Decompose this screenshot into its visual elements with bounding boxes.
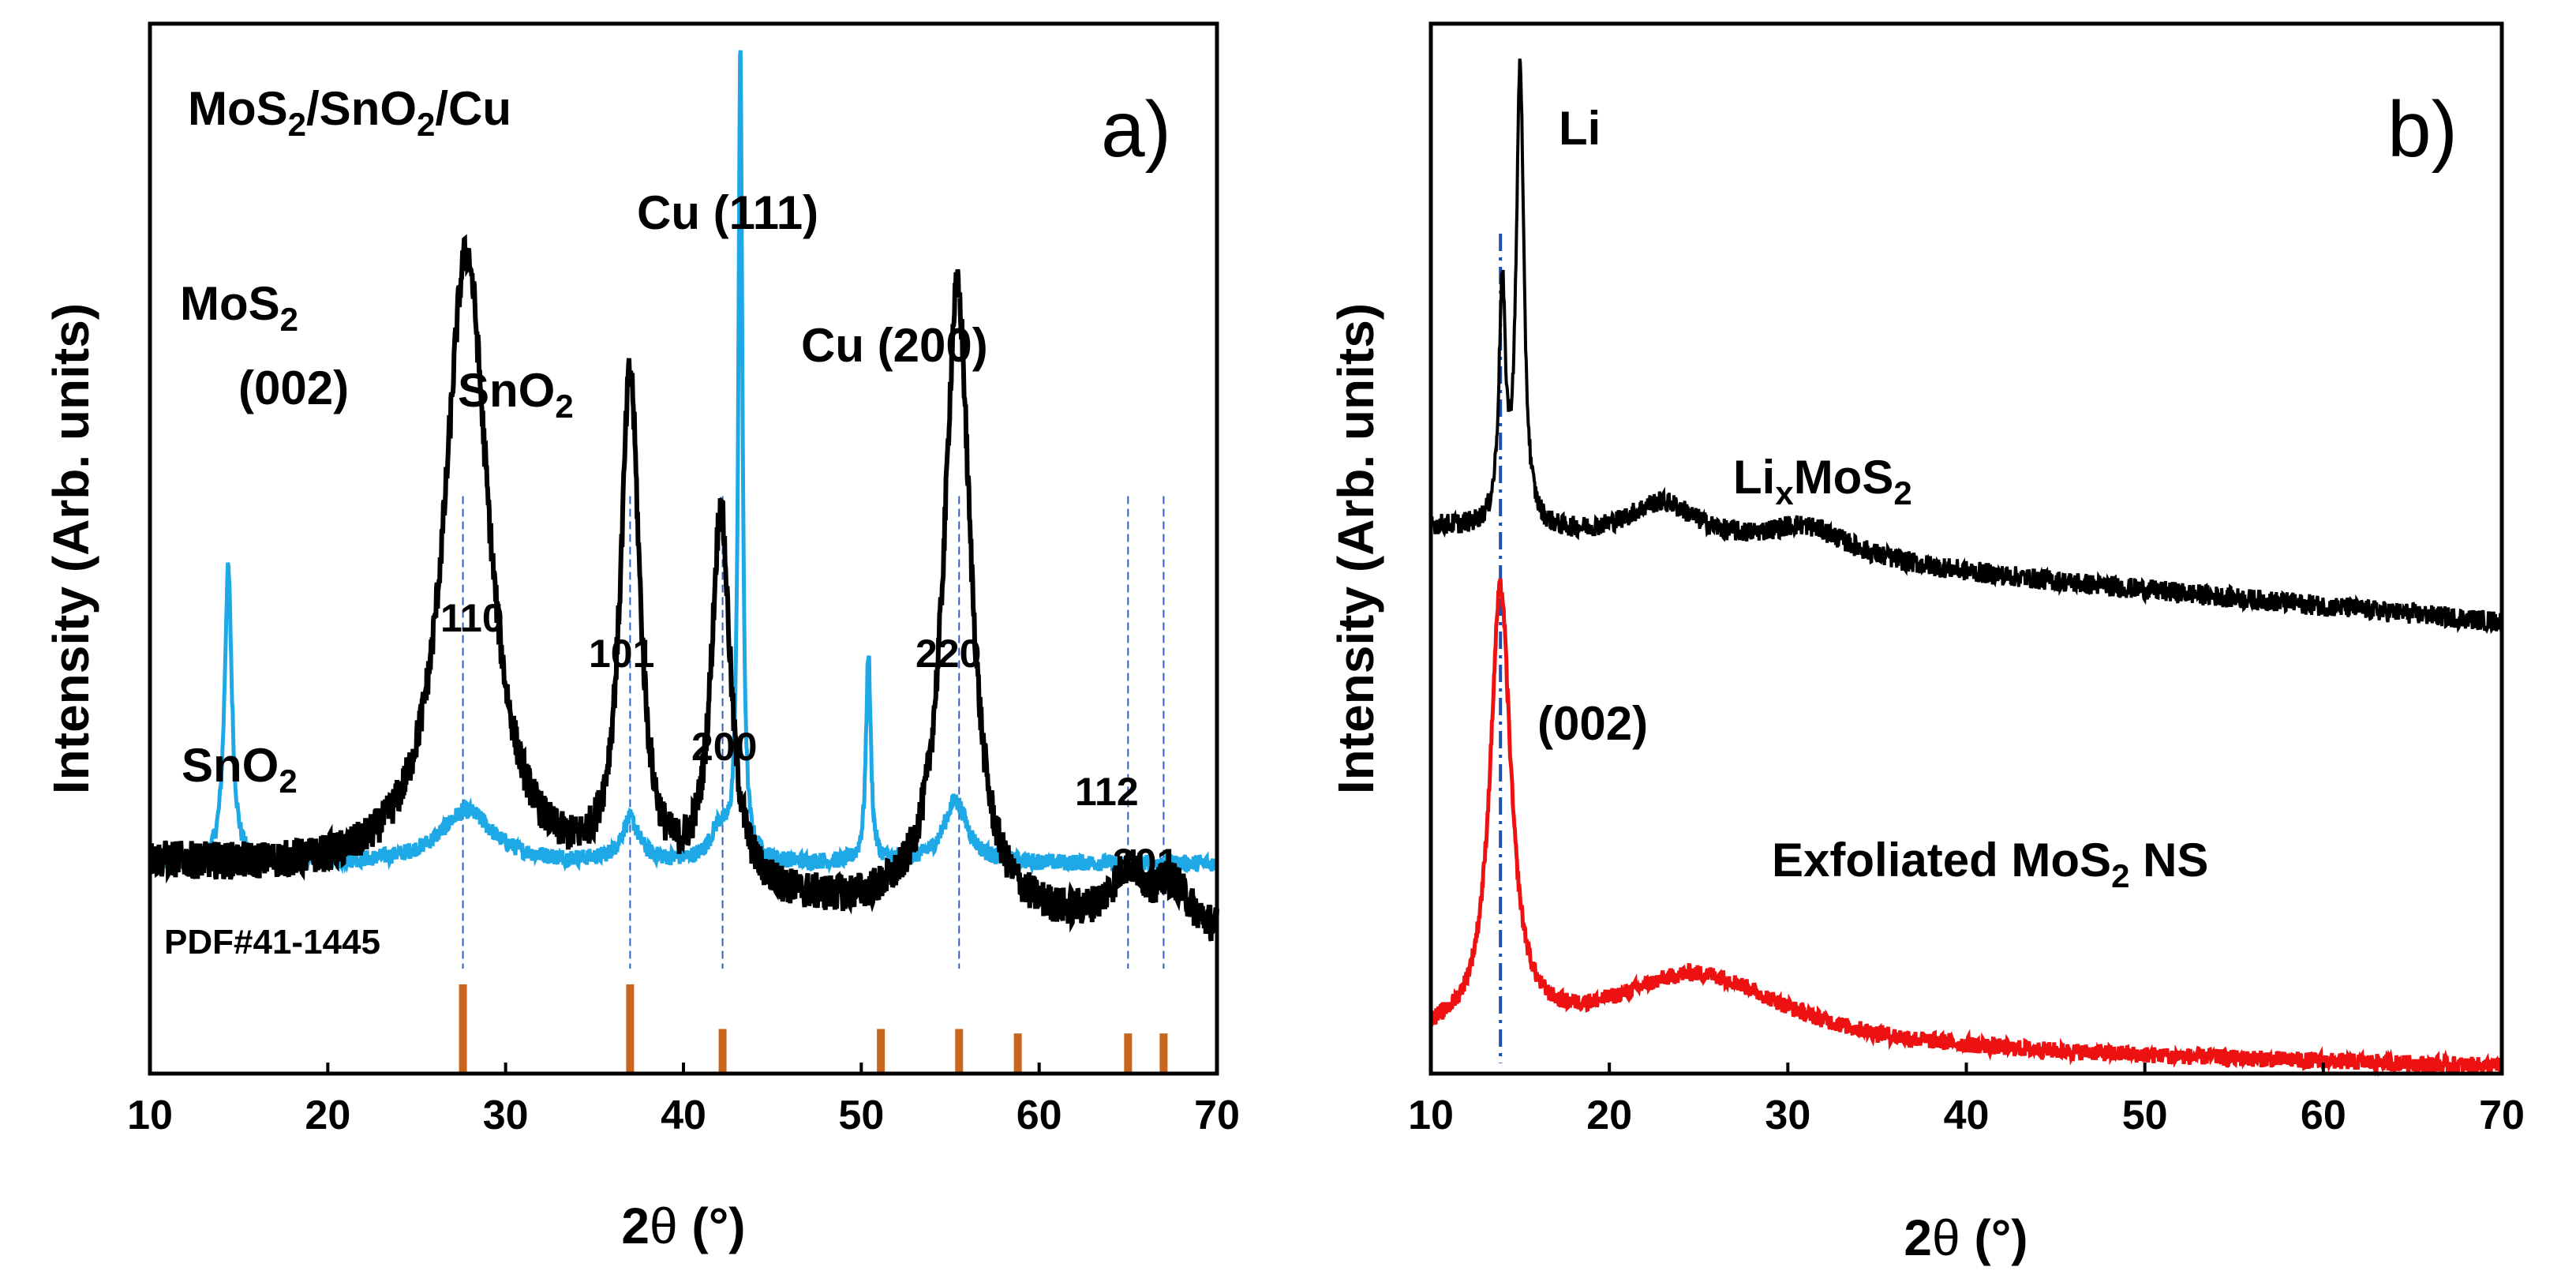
index-002-label: (002) bbox=[1537, 697, 1648, 750]
plot-frame-b bbox=[1428, 21, 2504, 1076]
reference-bar-7 bbox=[1159, 1033, 1168, 1074]
pdf-label: PDF#41-1445 bbox=[164, 923, 380, 961]
exfoliated-label: Exfoliated MoS2 NS bbox=[1772, 834, 2208, 894]
x-tick-label-50: 50 bbox=[2122, 1093, 2168, 1138]
mos2-index-label: (002) bbox=[238, 362, 349, 414]
li-label: Li bbox=[1559, 102, 1601, 155]
x-tick-label-70: 70 bbox=[2479, 1093, 2525, 1138]
hkl-220-label: 220 bbox=[915, 632, 981, 676]
x-tick-label-10: 10 bbox=[127, 1093, 173, 1138]
panel-a: 10 20 30 40 50 60 70 a) MoS2/SnO2/Cu MoS2 (002… bbox=[43, 21, 1240, 1254]
composite-title: MoS2/SnO2/Cu bbox=[188, 82, 511, 143]
series-line-sno2 bbox=[148, 234, 1219, 942]
reference-bar-4 bbox=[955, 1029, 964, 1074]
x-tick-label-10: 10 bbox=[1408, 1093, 1454, 1138]
series-line-exfoliated-mos2 bbox=[1428, 578, 2504, 1078]
panel-label-a: a) bbox=[1101, 85, 1171, 174]
x-ticks-b: 10 20 30 40 50 60 70 bbox=[1408, 1063, 2525, 1138]
hkl-101-label: 101 bbox=[589, 632, 654, 676]
hkl-110-label: 110 bbox=[440, 596, 504, 640]
y-axis-title-b: Intensity (Arb. units) bbox=[1327, 303, 1384, 794]
series-line-mos2-sno2-cu bbox=[148, 50, 1219, 876]
hkl-301-label: 301 bbox=[1113, 841, 1178, 885]
x-tick-label-40: 40 bbox=[661, 1093, 706, 1138]
sno2-top-label: SnO2 bbox=[458, 364, 574, 425]
hkl-200-label: 200 bbox=[691, 725, 757, 769]
x-tick-label-40: 40 bbox=[1944, 1093, 1990, 1138]
x-tick-label-30: 30 bbox=[483, 1093, 529, 1138]
reference-bar-5 bbox=[1013, 1033, 1022, 1074]
x-tick-label-60: 60 bbox=[1017, 1093, 1062, 1138]
mos2-label: MoS2 bbox=[180, 277, 298, 338]
x-tick-label-30: 30 bbox=[1765, 1093, 1810, 1138]
lixmos2-label: LixMoS2 bbox=[1733, 451, 1912, 512]
x-ticks-a: 10 20 30 40 50 60 70 bbox=[127, 1063, 1240, 1138]
reference-bar-6 bbox=[1124, 1033, 1133, 1074]
x-axis-title-a: 2θ (°) bbox=[621, 1198, 745, 1254]
x-tick-label-60: 60 bbox=[2301, 1093, 2346, 1138]
reference-bar-0 bbox=[459, 984, 467, 1074]
panel-b: 10 20 30 40 50 60 70 b) Li LixMoS2 (002) Exfol… bbox=[1327, 21, 2525, 1266]
x-tick-label-70: 70 bbox=[1194, 1093, 1240, 1138]
panel-label-b: b) bbox=[2387, 85, 2458, 174]
reference-bar-1 bbox=[626, 984, 635, 1074]
reference-bar-3 bbox=[877, 1029, 886, 1074]
series-line-lixmos2 bbox=[1429, 58, 2503, 635]
cu111-label: Cu (111) bbox=[637, 186, 818, 239]
x-tick-label-50: 50 bbox=[838, 1093, 884, 1138]
sno2-bottom-label: SnO2 bbox=[182, 739, 298, 800]
x-tick-label-20: 20 bbox=[1586, 1093, 1632, 1138]
y-axis-title-a: Intensity (Arb. units) bbox=[43, 303, 99, 794]
cu200-label: Cu (200) bbox=[801, 319, 988, 372]
x-tick-label-20: 20 bbox=[305, 1093, 350, 1138]
reference-pattern-bars bbox=[459, 984, 1168, 1074]
x-axis-title-b: 2θ (°) bbox=[1904, 1209, 2027, 1266]
hkl-112-label: 112 bbox=[1075, 770, 1139, 814]
reference-bar-2 bbox=[718, 1029, 727, 1074]
